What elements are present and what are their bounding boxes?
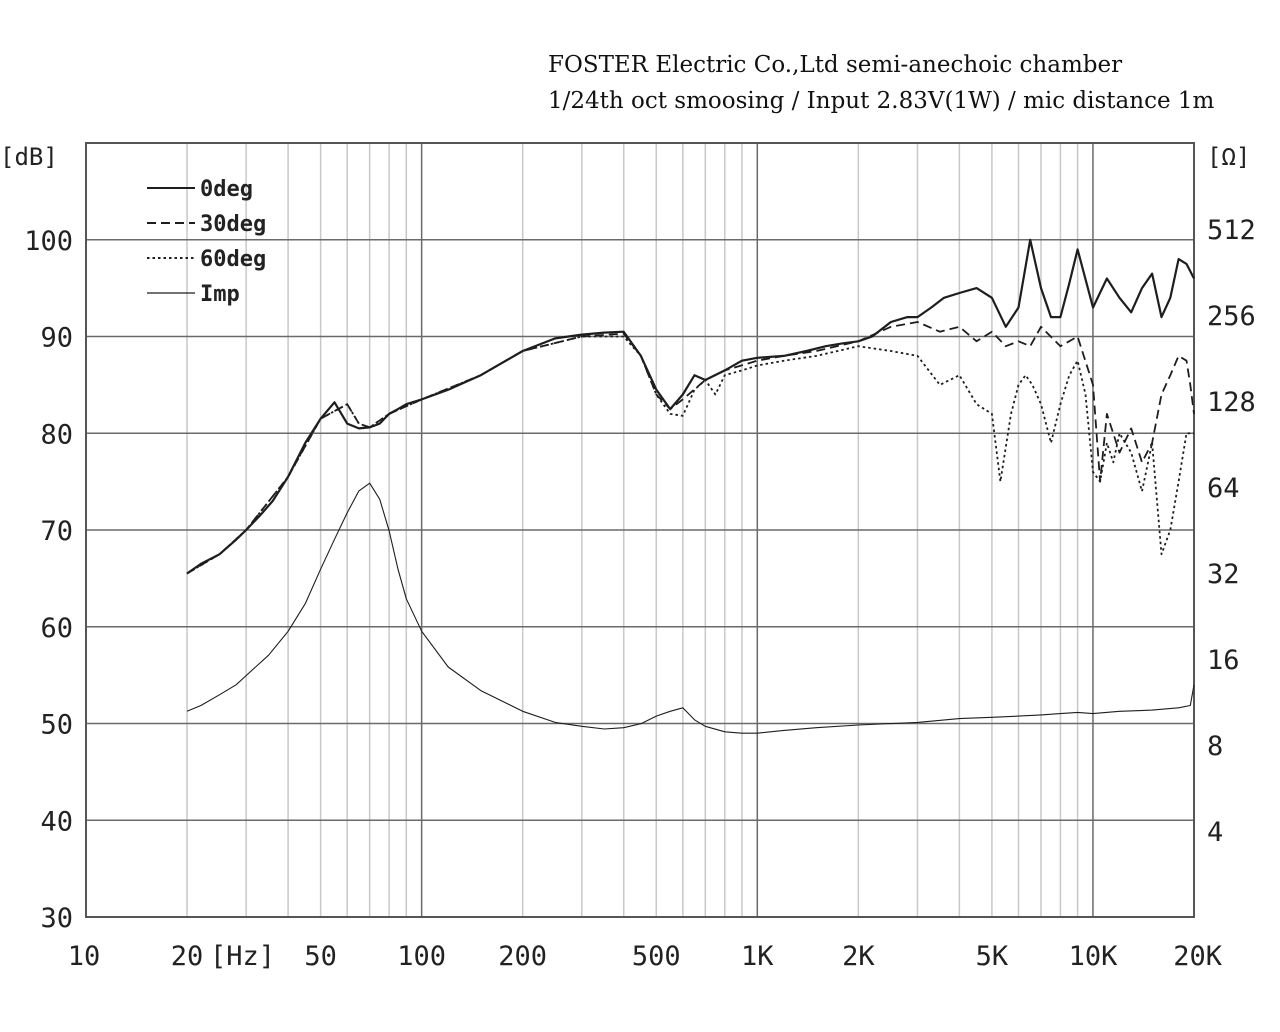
y-tick-label: 90 [40, 323, 73, 354]
x-tick-label: 10K [1069, 941, 1119, 972]
y-tick-label: 30 [40, 903, 73, 934]
y2-tick-label: 32 [1207, 559, 1240, 590]
series-layer [186, 238, 1195, 734]
x-tick-label: 20K [1173, 941, 1223, 972]
y2-tick-label: 64 [1207, 473, 1240, 504]
x-tick-label: 100 [397, 941, 446, 972]
y2-axis-ticks: 4 8 16 32 64 128 256 512 [1207, 215, 1256, 848]
legend-label: 0deg [200, 177, 253, 202]
y2-axis-unit: [Ω] [1207, 143, 1250, 171]
x-tick-label: 200 [498, 941, 547, 972]
legend-label: 30deg [200, 212, 266, 237]
y2-tick-label: 8 [1207, 731, 1223, 762]
y2-tick-label: 512 [1207, 215, 1256, 246]
grid-major [86, 143, 1194, 917]
x-tick-label: 1K [741, 941, 774, 972]
x-axis-ticks: 10 20 50 100 200 500 1K 2K 5K 10K 20K [68, 941, 1223, 972]
y2-tick-label: 128 [1207, 387, 1256, 418]
y-tick-label: 70 [40, 516, 73, 547]
legend: 0deg 30deg 60deg Imp [147, 177, 266, 307]
y-axis-unit: [dB] [0, 143, 58, 171]
series-line-30deg [186, 321, 1195, 575]
y-tick-label: 50 [40, 710, 73, 741]
y-axis-ticks: 30 40 50 60 70 80 90 100 [24, 226, 73, 934]
series-line-0deg [186, 238, 1195, 575]
y-tick-label: 40 [40, 806, 73, 837]
legend-label: Imp [200, 282, 240, 307]
x-tick-label: 50 [304, 941, 337, 972]
x-tick-label: 10 [68, 941, 101, 972]
x-tick-label: 500 [632, 941, 681, 972]
chart-subtitle: 1/24th oct smoosing / Input 2.83V(1W) / … [548, 88, 1215, 114]
y2-tick-label: 256 [1207, 301, 1256, 332]
plot-frame [85, 142, 1195, 918]
x-tick-label: 2K [842, 941, 875, 972]
x-tick-label: 20 [171, 941, 204, 972]
series-line-imp [186, 482, 1195, 734]
y2-tick-label: 16 [1207, 645, 1240, 676]
y-tick-label: 60 [40, 613, 73, 644]
x-axis-unit: [Hz] [210, 941, 275, 972]
x-tick-label: 5K [976, 941, 1009, 972]
y-tick-label: 80 [40, 419, 73, 450]
y2-tick-label: 4 [1207, 817, 1223, 848]
legend-label: 60deg [200, 247, 266, 272]
series-line-60deg [186, 335, 1194, 575]
y-tick-label: 100 [24, 226, 73, 257]
chart-title: FOSTER Electric Co.,Ltd semi-anechoic ch… [548, 52, 1123, 78]
